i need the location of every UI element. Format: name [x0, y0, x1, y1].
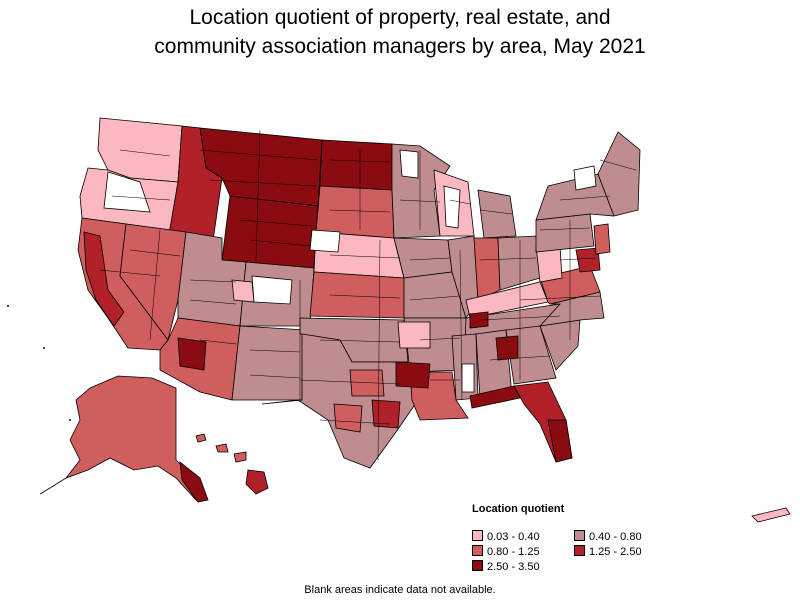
region-texas-austin — [333, 403, 363, 433]
puerto-rico — [751, 507, 791, 523]
legend-item-2: 0.80 - 1.25 — [472, 545, 540, 559]
region-california-coast — [83, 231, 125, 327]
small-islands — [7, 305, 71, 421]
alaska — [39, 375, 209, 503]
region-nebraska-blank — [309, 229, 341, 253]
region-alaska — [64, 375, 207, 501]
region-atlanta — [495, 335, 519, 361]
region-hawaii-2 — [215, 443, 229, 453]
footnote: Blank areas indicate data not available. — [304, 584, 496, 596]
region-michigan — [477, 189, 517, 239]
region-nevada — [119, 223, 187, 341]
legend-swatch-2 — [472, 545, 483, 556]
region-new-mexico — [231, 325, 307, 401]
legend: Location quotient 0.03 - 0.40 0.40 - 0.8… — [470, 503, 670, 573]
region-colorado-pink — [231, 279, 255, 303]
legend-item-1: 0.40 - 0.80 — [574, 530, 642, 544]
region-hawaii-1 — [195, 433, 207, 443]
region-pennsylvania — [535, 213, 595, 253]
region-alabama-blank — [461, 363, 475, 393]
legend-label-1: 0.40 - 0.80 — [589, 531, 642, 543]
legend-label-0: 0.03 - 0.40 — [487, 531, 540, 543]
map-title-line-1: Location quotient of property, real esta… — [189, 6, 611, 29]
region-texas-houston — [371, 399, 401, 429]
region-iowa — [393, 237, 453, 279]
map-title: Location quotient of property, real esta… — [0, 3, 800, 61]
map-title-line-2: community association managers by area, … — [154, 35, 646, 58]
region-maryland-dc — [575, 247, 601, 273]
region-oregon-blank — [103, 171, 151, 213]
legend-swatch-1 — [574, 530, 585, 541]
hawaii — [195, 433, 269, 495]
region-louisiana-north — [395, 361, 431, 389]
region-minnesota-blank — [399, 149, 419, 179]
legend-label-4: 2.50 - 3.50 — [487, 561, 540, 573]
region-florida-south — [547, 419, 573, 463]
region-wyoming — [221, 195, 319, 269]
region-indiana — [473, 237, 501, 301]
region-kansas — [309, 271, 405, 319]
region-hawaii-3 — [233, 451, 247, 463]
region-north-dakota — [319, 139, 393, 191]
legend-item-3: 1.25 - 2.50 — [574, 545, 642, 559]
region-gulf-coast — [469, 385, 521, 409]
region-nashville — [469, 311, 489, 329]
region-alaska-islands — [39, 477, 67, 495]
legend-label-3: 1.25 - 2.50 — [589, 546, 642, 558]
legend-item-0: 0.03 - 0.40 — [472, 530, 540, 544]
area-boundaries — [99, 129, 637, 461]
region-hawaii-big — [245, 469, 269, 495]
region-new-england — [597, 131, 641, 217]
region-alaska-panhandle — [179, 461, 209, 503]
legend-swatch-3 — [574, 545, 585, 556]
region-new-jersey — [593, 223, 611, 255]
region-colorado-blank — [251, 275, 293, 305]
region-arkansas-pink — [397, 321, 431, 349]
legend-swatch-0 — [472, 530, 483, 541]
region-texas-dfw — [349, 369, 385, 397]
region-wisconsin-blank — [443, 185, 461, 229]
region-puerto-rico — [751, 507, 791, 523]
region-georgia — [505, 325, 557, 385]
region-ohio — [497, 235, 541, 291]
region-arizona-phoenix — [177, 337, 207, 371]
legend-swatch-4 — [472, 560, 483, 571]
region-south-dakota — [315, 185, 395, 239]
legend-title: Location quotient — [472, 503, 565, 515]
legend-label-2: 0.80 - 1.25 — [487, 546, 540, 558]
legend-item-4: 2.50 - 3.50 — [472, 560, 540, 574]
region-new-york-blank — [573, 165, 597, 191]
